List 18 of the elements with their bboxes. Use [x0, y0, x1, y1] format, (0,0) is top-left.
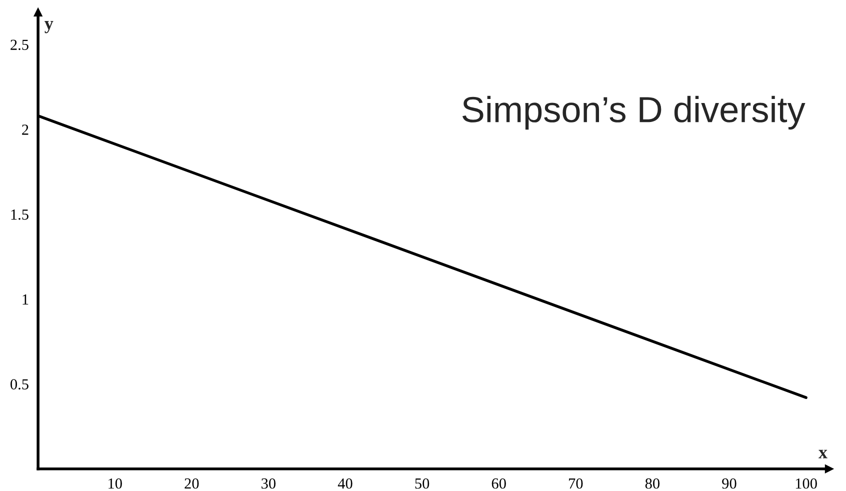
- y-tick-label: 0.5: [10, 379, 28, 390]
- x-tick-label: 20: [184, 478, 199, 489]
- y-tick-label: 1.5: [11, 209, 28, 220]
- x-tick-label: 10: [108, 478, 122, 489]
- x-tick-label: 70: [569, 478, 583, 489]
- annotation: Simpson’s D diversity: [462, 96, 806, 130]
- y-tick-label: 2: [22, 124, 28, 135]
- x-tick-label: 80: [645, 478, 660, 489]
- x-tick-label: 60: [492, 478, 506, 489]
- x-tick-label: 40: [338, 478, 352, 489]
- x-tick-label: 50: [415, 478, 430, 489]
- y-axis-title: y: [44, 21, 54, 34]
- x-tick-label: 100: [796, 478, 817, 489]
- x-axis-title: x: [818, 450, 828, 458]
- y-tick-label: 2.5: [10, 40, 28, 50]
- x-tick-label: 90: [722, 478, 736, 489]
- y-tick-label: 1: [22, 294, 28, 304]
- x-tick-label: 30: [262, 478, 276, 489]
